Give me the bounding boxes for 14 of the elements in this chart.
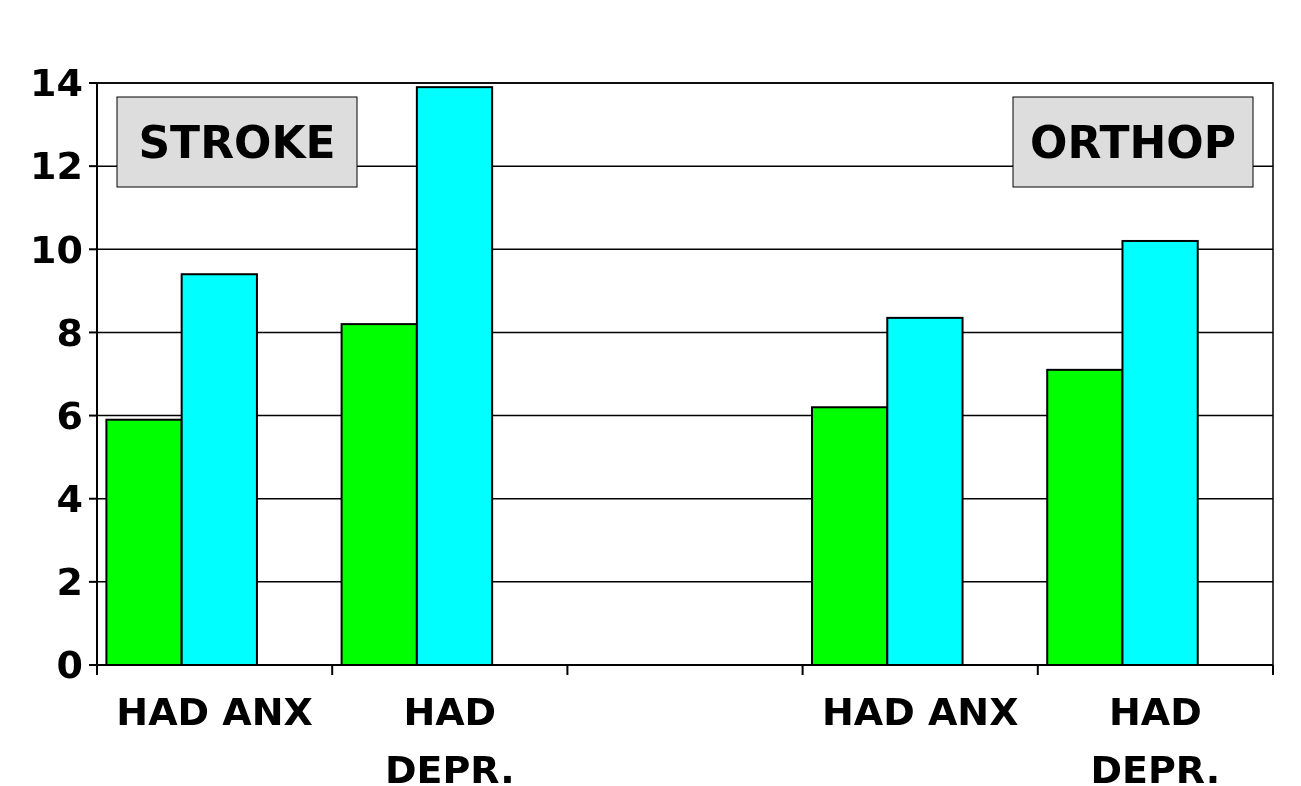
annotation: STROKE (138, 117, 336, 169)
y-tick-label: 2 (56, 560, 83, 605)
x-tick-label: HAD DEPR. (1090, 690, 1221, 786)
x-tick-label: HAD ANX (116, 690, 313, 734)
y-tick-label: 6 (56, 393, 83, 438)
y-tick-label: 4 (56, 477, 83, 522)
y-tick-label: 14 (30, 61, 83, 106)
y-tick-label: 0 (56, 643, 83, 688)
x-tick-label: HAD DEPR. (384, 690, 515, 786)
y-tick-label: 12 (30, 144, 83, 189)
x-tick-label: HAD ANX (821, 690, 1019, 734)
y-tick-label: 10 (30, 227, 83, 272)
y-tick-label: 8 (56, 310, 83, 355)
annotation: ORTHOP (1030, 117, 1236, 169)
